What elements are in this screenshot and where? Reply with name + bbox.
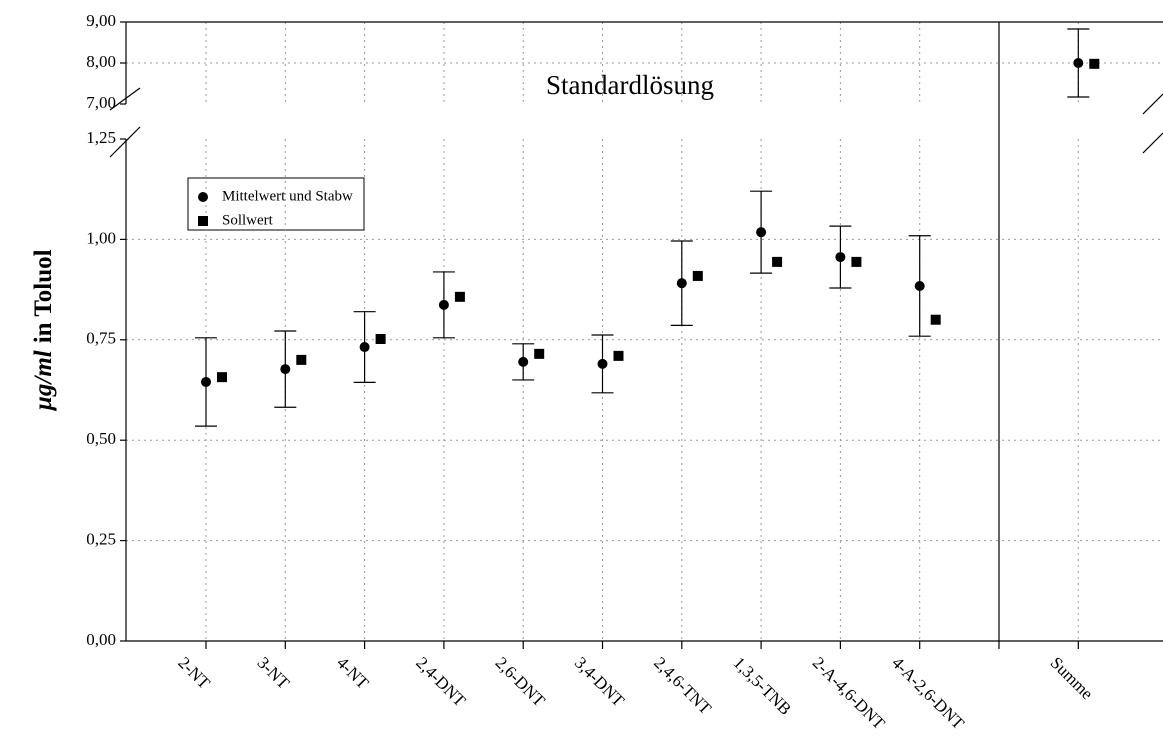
target-point — [772, 256, 783, 267]
y-tick-label: 1,00 — [86, 228, 116, 247]
target-point — [851, 256, 862, 267]
mean-point — [280, 364, 291, 375]
mean-point — [201, 376, 211, 387]
y-tick-label: 0,25 — [86, 530, 116, 549]
target-point — [613, 350, 624, 361]
legend-label: Mittelwert und Stabw — [222, 188, 353, 204]
x-tick-label: 2,4,6-TNT — [650, 653, 715, 718]
x-tick-label: 1,3,5-TNB — [730, 653, 796, 719]
mean-point — [1073, 58, 1084, 68]
mean-point — [597, 358, 608, 369]
mean-point — [438, 299, 449, 310]
axis-break — [109, 87, 141, 111]
y-tick-label: 0,75 — [86, 329, 116, 348]
legend-marker — [198, 192, 208, 202]
mean-point — [518, 356, 529, 367]
y-label-text: in Toluol — [30, 249, 57, 343]
mean-point — [756, 227, 767, 238]
y-tick-label: 7,00 — [86, 93, 116, 112]
x-tick-label: 2-NT — [174, 653, 214, 693]
y-tick-label: 0,50 — [86, 429, 116, 448]
target-point — [217, 372, 227, 383]
target-point — [534, 348, 545, 359]
x-tick-label: 4-A-2,6-DNT — [888, 653, 968, 733]
chart-title: Standardlösung — [546, 70, 714, 100]
x-tick-label: 4-NT — [333, 653, 373, 693]
legend-marker — [198, 216, 208, 226]
y-axis-label: µg/ml in Toluol — [30, 249, 57, 411]
axis-break — [1142, 132, 1163, 154]
x-tick-label: Summe — [1047, 653, 1097, 703]
x-tick-label: 3-NT — [254, 653, 294, 693]
axis-break — [109, 126, 141, 158]
x-tick-label: 2,6-DNT — [492, 653, 550, 711]
y-tick-label: 9,00 — [86, 11, 116, 30]
target-point — [692, 270, 703, 281]
target-point — [454, 291, 465, 302]
target-point — [930, 314, 941, 325]
y-tick-label: 1,25 — [86, 128, 116, 147]
mean-point — [676, 278, 687, 289]
y-label-unit: µg/ml — [30, 350, 57, 411]
target-point — [296, 354, 307, 365]
mean-point — [914, 280, 925, 291]
axis-break — [1142, 93, 1163, 115]
target-point — [1089, 58, 1100, 69]
mean-point — [359, 342, 370, 353]
target-point — [375, 333, 386, 344]
y-tick-label: 0,00 — [86, 630, 116, 649]
legend-label: Sollwert — [222, 212, 274, 228]
y-tick-label: 8,00 — [86, 52, 116, 71]
x-tick-label: 2,4-DNT — [412, 653, 470, 711]
mean-point — [835, 252, 846, 263]
x-tick-label: 2-A-4,6-DNT — [809, 653, 889, 733]
legend-box — [187, 177, 365, 231]
x-tick-label: 3,4-DNT — [571, 653, 629, 711]
